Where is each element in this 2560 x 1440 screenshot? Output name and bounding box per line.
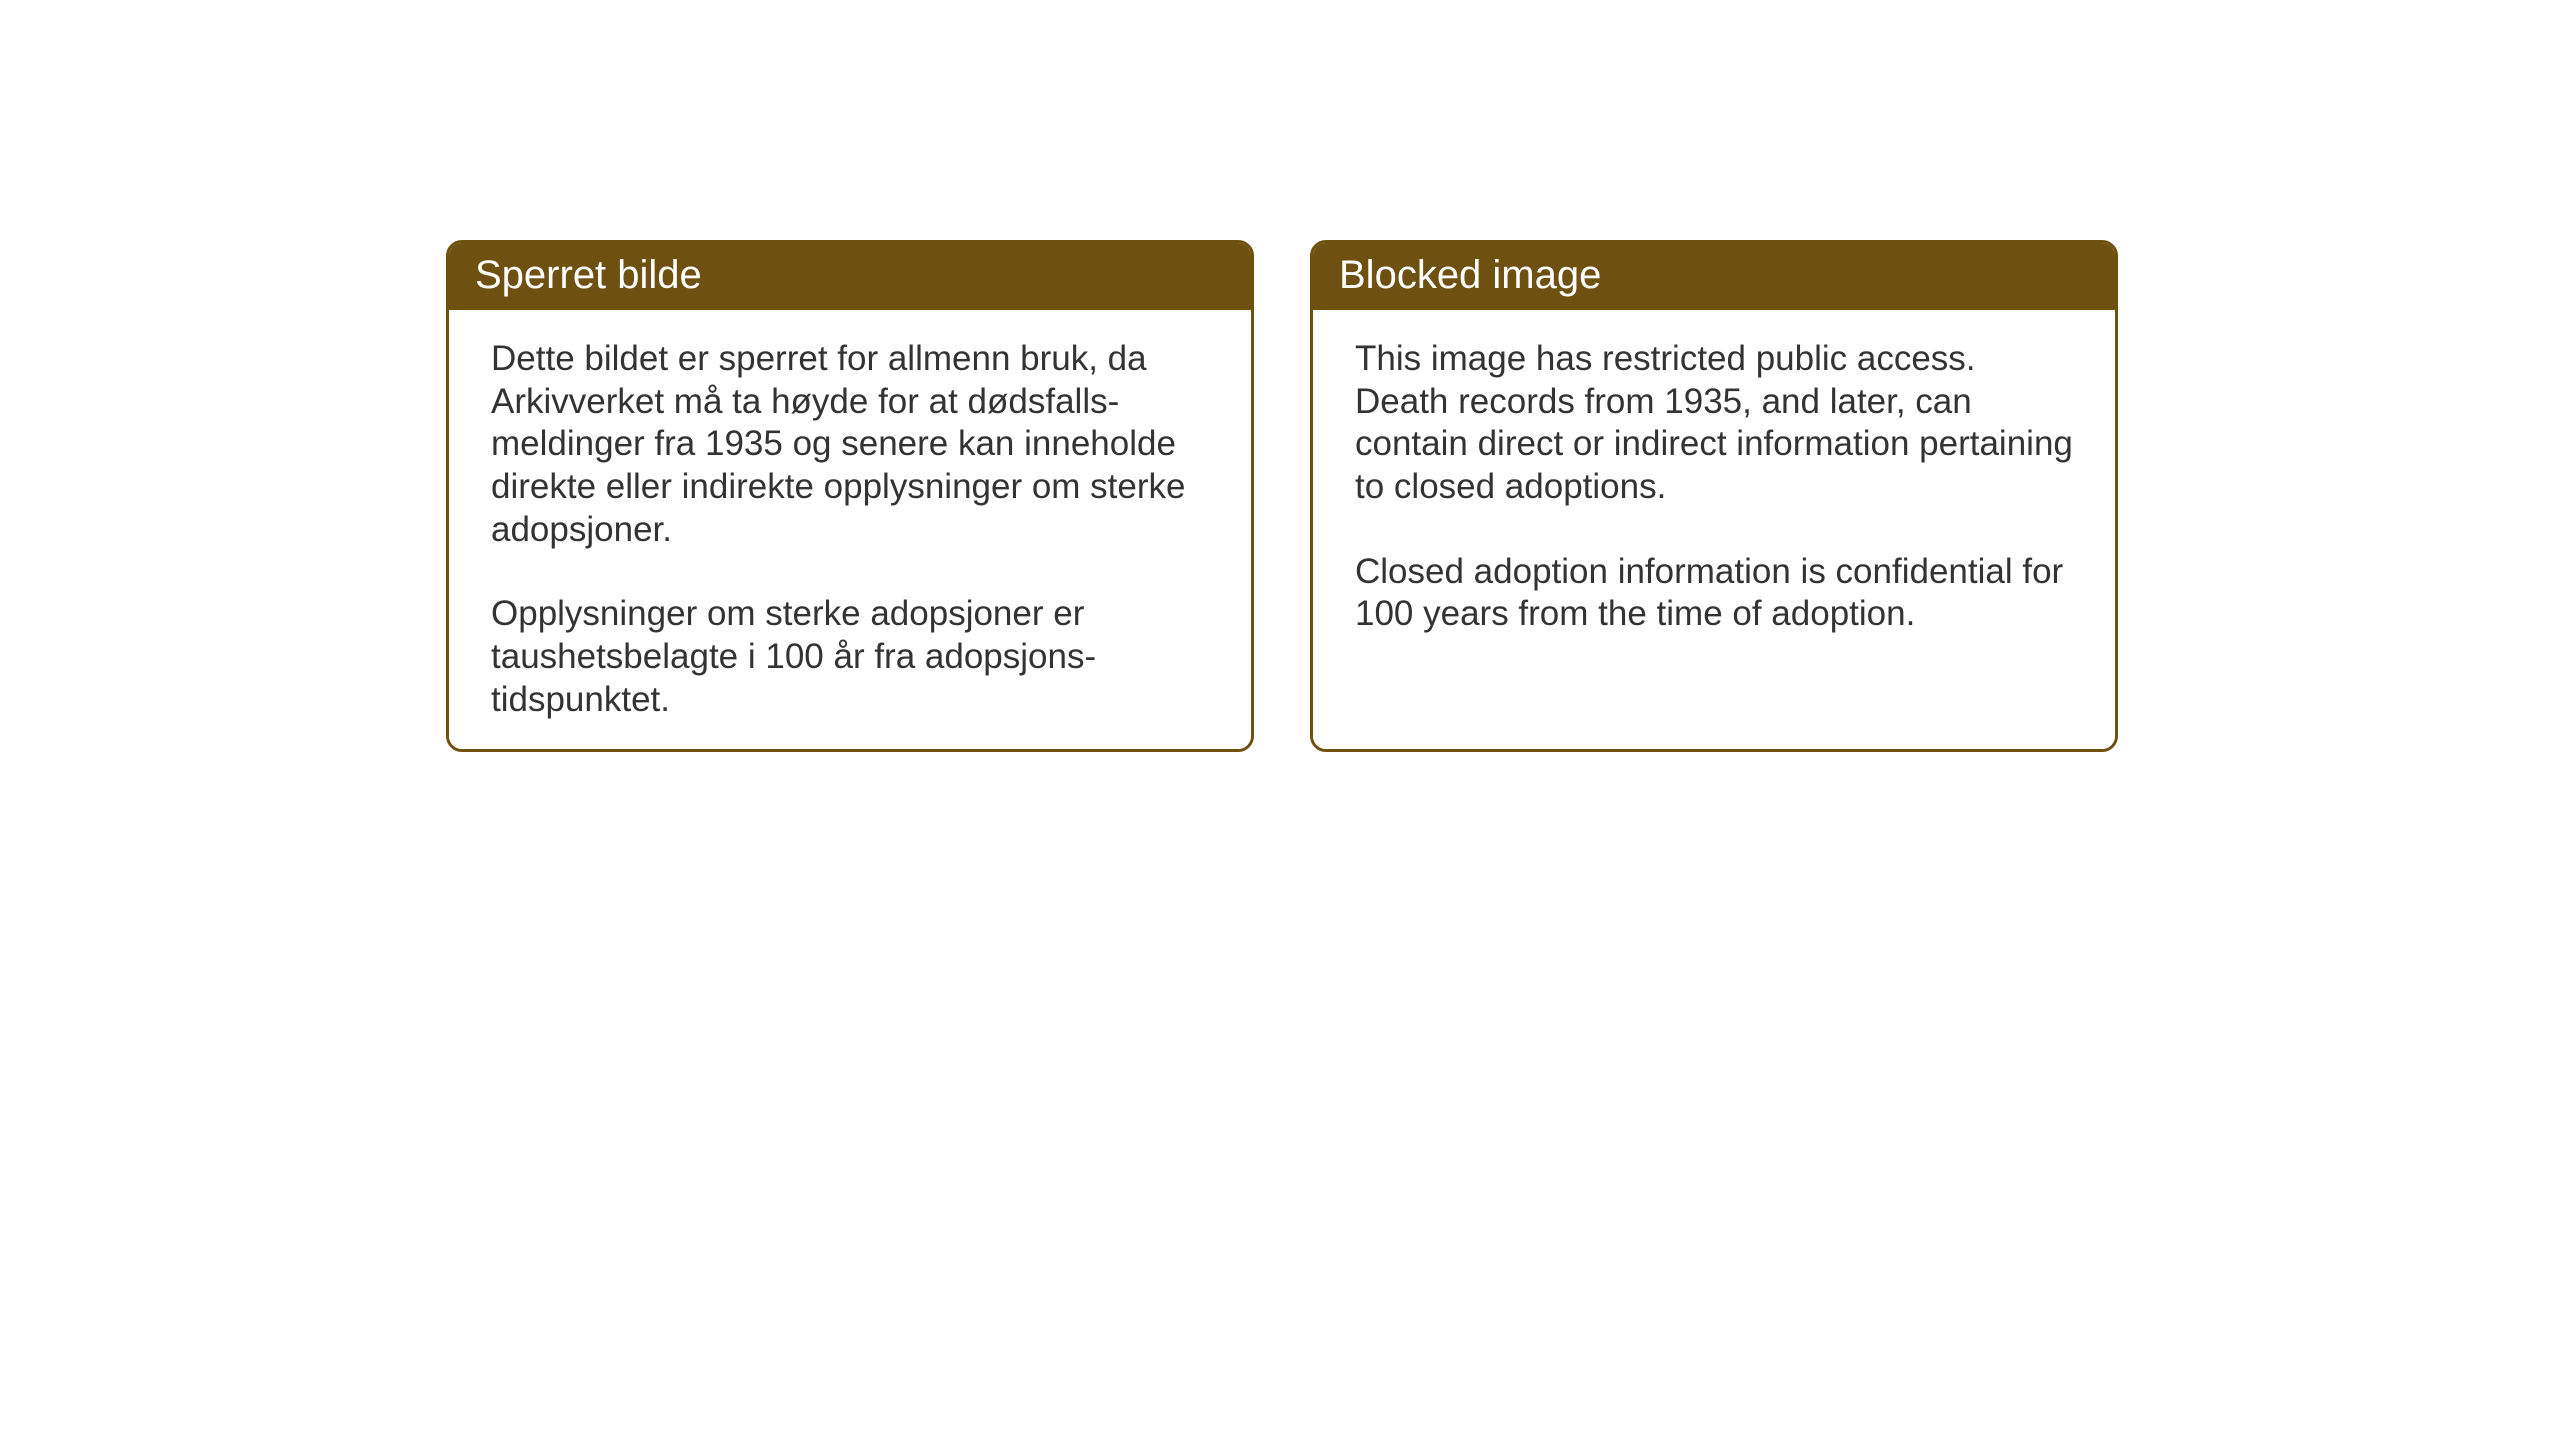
notice-container: Sperret bilde Dette bildet er sperret fo… [446, 240, 2118, 752]
english-card-title: Blocked image [1313, 243, 2115, 310]
norwegian-card-title: Sperret bilde [449, 243, 1251, 310]
norwegian-paragraph-1: Dette bildet er sperret for allmenn bruk… [491, 338, 1209, 551]
english-notice-card: Blocked image This image has restricted … [1310, 240, 2118, 752]
norwegian-notice-card: Sperret bilde Dette bildet er sperret fo… [446, 240, 1254, 752]
english-paragraph-2: Closed adoption information is confident… [1355, 551, 2073, 636]
english-card-body: This image has restricted public access.… [1313, 310, 2115, 749]
english-paragraph-1: This image has restricted public access.… [1355, 338, 2073, 509]
norwegian-paragraph-2: Opplysninger om sterke adopsjoner er tau… [491, 593, 1209, 721]
norwegian-card-body: Dette bildet er sperret for allmenn bruk… [449, 310, 1251, 750]
